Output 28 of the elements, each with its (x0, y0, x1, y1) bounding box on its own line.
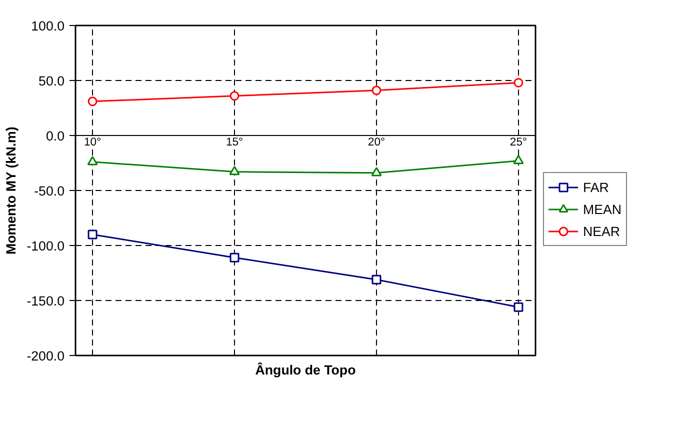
point (88, 230, 98, 240)
y-tick-label: 100.0 (31, 18, 65, 34)
y-tick-label: 0.0 (46, 128, 65, 144)
y-tick-label: 50.0 (38, 74, 65, 88)
legend-label: FAR (583, 180, 609, 194)
point (371, 166, 382, 176)
legend-label: NEAR (583, 224, 620, 238)
x-tick-label: 15° (226, 136, 244, 148)
y-tick-label: -150.0 (26, 294, 65, 308)
x-tick-label: 25° (510, 136, 528, 148)
point (229, 166, 240, 176)
y-tick-label: -200.0 (26, 348, 65, 364)
point (88, 96, 98, 106)
point (513, 154, 524, 164)
y-tick-label: -100.0 (26, 238, 65, 254)
point (514, 302, 524, 312)
point (514, 78, 524, 88)
x-axis-title: Ângulo de Topo (255, 362, 356, 378)
point (230, 252, 240, 262)
y-tick-label: -50.0 (34, 184, 65, 198)
legend-label: MEAN (583, 202, 622, 216)
x-tick-label: 20° (368, 136, 386, 148)
x-tick-label: 10° (84, 136, 102, 148)
y-axis-title: Momento MY (kN.m) (4, 126, 19, 255)
point (87, 156, 98, 166)
point (372, 274, 382, 284)
point (372, 86, 382, 96)
point (230, 91, 240, 101)
